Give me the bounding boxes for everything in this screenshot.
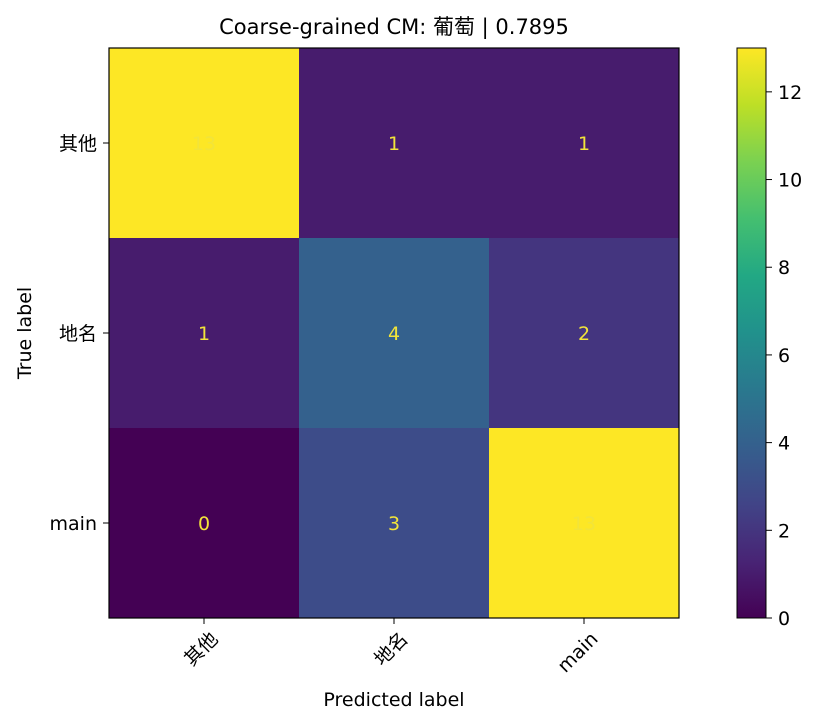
colorbar-tick-label: 0 <box>778 608 790 630</box>
heatmap-cell <box>109 48 300 239</box>
cell-value-label: 3 <box>388 513 400 535</box>
cell-value-label: 4 <box>388 323 400 345</box>
y-tick-label: 地名 <box>59 323 97 345</box>
heatmap-cell <box>299 238 490 429</box>
chart-title: Coarse-grained CM: 葡萄 | 0.7895 <box>219 15 569 40</box>
colorbar-ticks: 0 2 4 6 8 10 12 <box>766 82 802 630</box>
colorbar-tick-label: 4 <box>778 433 790 455</box>
heatmap-cell <box>299 48 490 239</box>
cell-value-label: 13 <box>572 513 596 535</box>
y-axis-label: True label <box>14 287 36 380</box>
y-tick-label: main <box>50 513 97 535</box>
heatmap-cell <box>299 428 490 619</box>
cell-value-labels: 13 1 1 1 4 2 0 3 13 <box>192 133 596 535</box>
x-tick-label: main <box>553 628 602 677</box>
cell-value-label: 0 <box>198 513 210 535</box>
heatmap-cells <box>109 48 680 619</box>
colorbar-tick-label: 12 <box>778 82 802 104</box>
colorbar <box>736 47 767 619</box>
colorbar-tick-label: 10 <box>778 170 802 192</box>
cell-value-label: 13 <box>192 133 216 155</box>
x-axis-ticks: 其他 地名 main <box>180 618 603 677</box>
x-tick-label: 其他 <box>180 628 222 670</box>
cell-value-label: 1 <box>388 133 400 155</box>
x-axis-label: Predicted label <box>323 689 464 711</box>
heatmap-cell <box>109 428 300 619</box>
heatmap-cell <box>489 428 680 619</box>
colorbar-tick-label: 8 <box>778 257 790 279</box>
x-tick-label: 地名 <box>370 628 412 670</box>
heatmap-cell <box>489 48 680 239</box>
heatmap-cell <box>109 238 300 429</box>
cell-value-label: 1 <box>198 323 210 345</box>
cell-value-label: 2 <box>578 323 590 345</box>
y-tick-label: 其他 <box>59 133 97 155</box>
colorbar-tick-label: 2 <box>778 520 790 542</box>
colorbar-tick-label: 6 <box>778 345 790 367</box>
cell-value-label: 1 <box>578 133 590 155</box>
heatmap-cell <box>489 238 680 429</box>
